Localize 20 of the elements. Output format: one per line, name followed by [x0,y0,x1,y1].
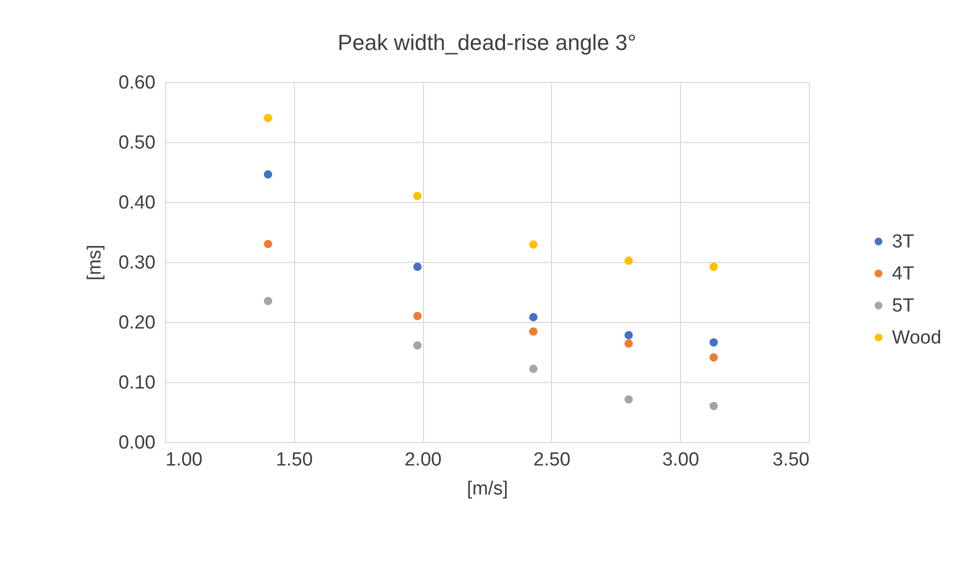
y-tick-label: 0.10 [118,372,156,394]
y-tick-label: 0.00 [118,432,156,454]
legend-label: 3T [892,232,915,252]
y-tick-label: 0.50 [118,132,156,154]
y-tick-label: 0.60 [118,72,156,94]
legend-label: Wood [892,328,942,348]
x-tick-label: 3.50 [772,450,810,470]
x-axis-title: [m/s] [466,478,508,500]
x-tick-label: 1.00 [166,450,202,470]
y-tick-label: 0.30 [118,252,156,274]
y-axis-title: [ms] [84,244,106,280]
x-tick-label: 2.50 [533,450,570,470]
chart-title: Peak width_dead-rise angle 3° [338,30,636,55]
legend-label: 5T [892,296,915,316]
y-tick-label: 0.20 [118,312,156,334]
y-tick-label: 0.40 [118,192,156,214]
legend-label: 4T [892,264,915,284]
x-tick-label: 3.00 [662,450,700,470]
x-tick-label: 1.50 [276,450,313,470]
x-tick-label: 2.00 [404,450,442,470]
